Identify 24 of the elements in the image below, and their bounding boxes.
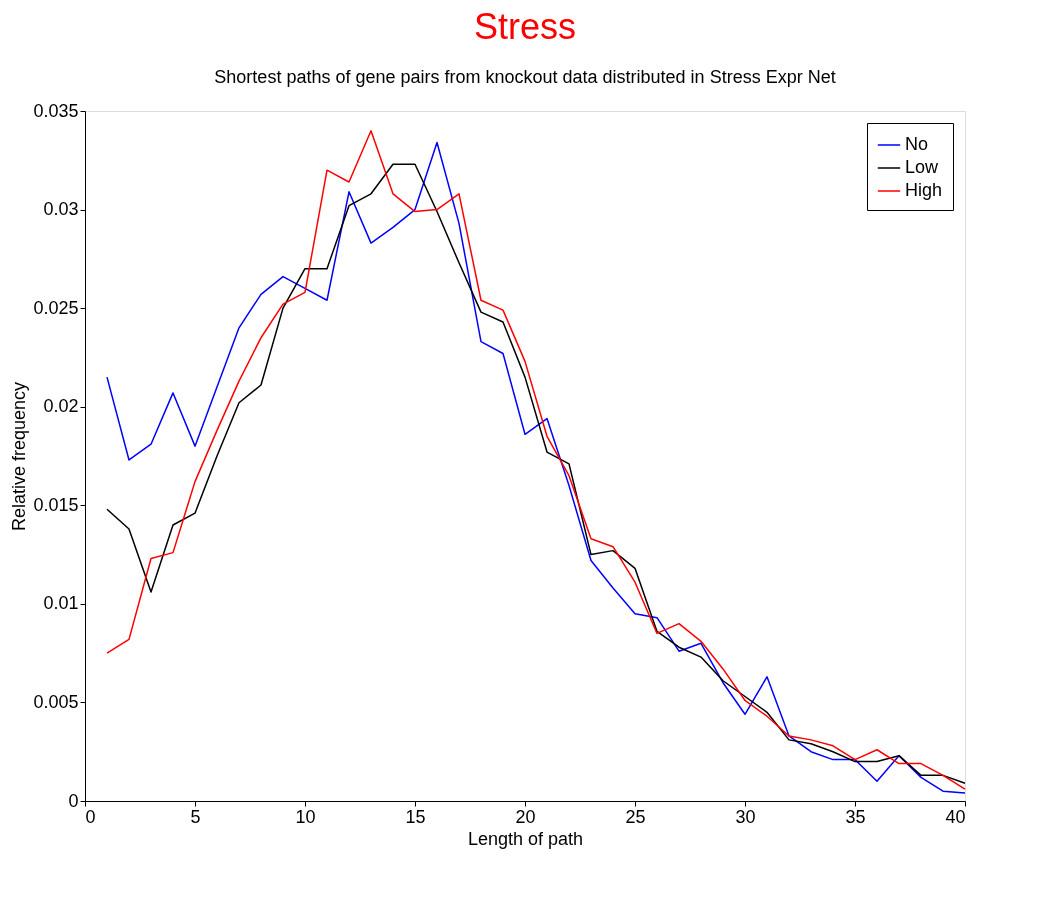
x-tick-label: 25 <box>625 806 646 827</box>
y-tick-label: 0.035 <box>33 100 79 121</box>
x-axis-title: Length of path <box>467 828 584 849</box>
x-tick-label: 40 <box>945 806 966 827</box>
legend-label: High <box>905 180 943 200</box>
x-tick-label: 10 <box>295 806 316 827</box>
legend-label: Low <box>905 157 940 177</box>
x-tick-label: 35 <box>845 806 866 827</box>
y-axis-title: Relative frequency <box>9 381 30 532</box>
y-tick-label: 0.02 <box>43 396 79 417</box>
legend-label: No <box>905 134 929 154</box>
y-tick-label: 0.005 <box>33 691 79 712</box>
x-tick-label: 0 <box>85 806 96 827</box>
y-tick-label: 0 <box>68 790 79 811</box>
y-tick-label: 0.01 <box>43 593 79 614</box>
y-tick-label: 0.025 <box>33 297 79 318</box>
y-tick-label: 0.015 <box>33 494 79 515</box>
chart-title: Stress <box>473 6 577 47</box>
chart-subtitle: Shortest paths of gene pairs from knockout data distributed in Stress Expr Net <box>214 67 836 87</box>
x-tick-label: 20 <box>515 806 536 827</box>
x-tick-label: 5 <box>190 806 201 827</box>
x-tick-label: 15 <box>405 806 426 827</box>
y-tick-label: 0.03 <box>43 199 79 220</box>
x-tick-label: 30 <box>735 806 756 827</box>
